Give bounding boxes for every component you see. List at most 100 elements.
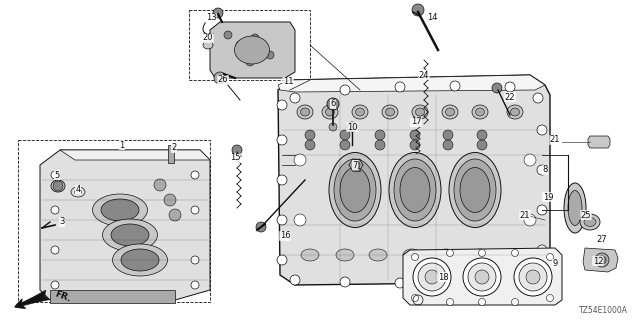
Circle shape: [547, 294, 554, 301]
Ellipse shape: [51, 180, 65, 192]
Text: 3: 3: [60, 218, 65, 227]
Text: FR.: FR.: [53, 289, 72, 303]
Text: 1: 1: [120, 140, 125, 149]
Circle shape: [443, 140, 453, 150]
Ellipse shape: [385, 108, 394, 116]
Text: 20: 20: [203, 34, 213, 43]
Text: 26: 26: [218, 76, 228, 84]
Circle shape: [51, 246, 59, 254]
Polygon shape: [60, 150, 210, 160]
Ellipse shape: [203, 41, 213, 49]
Circle shape: [213, 8, 223, 18]
Circle shape: [412, 294, 419, 301]
Circle shape: [410, 140, 420, 150]
Circle shape: [236, 41, 244, 49]
Ellipse shape: [301, 108, 310, 116]
Ellipse shape: [412, 105, 428, 119]
Circle shape: [533, 93, 543, 103]
Polygon shape: [403, 248, 562, 305]
Circle shape: [51, 281, 59, 289]
Circle shape: [53, 181, 63, 191]
Ellipse shape: [468, 263, 496, 291]
Circle shape: [447, 299, 454, 306]
Ellipse shape: [526, 270, 540, 284]
Circle shape: [477, 130, 487, 140]
Polygon shape: [583, 248, 618, 272]
Text: 7: 7: [352, 161, 358, 170]
Text: 25: 25: [580, 211, 591, 220]
Circle shape: [450, 277, 460, 287]
Circle shape: [191, 256, 199, 264]
Ellipse shape: [336, 249, 354, 261]
Ellipse shape: [301, 249, 319, 261]
Text: TZ54E1000A: TZ54E1000A: [579, 306, 628, 315]
Circle shape: [340, 277, 350, 287]
Text: 18: 18: [438, 273, 448, 282]
Circle shape: [447, 250, 454, 257]
Circle shape: [290, 93, 300, 103]
Polygon shape: [278, 75, 550, 285]
Polygon shape: [588, 136, 610, 148]
Ellipse shape: [475, 270, 489, 284]
Ellipse shape: [476, 108, 484, 116]
Ellipse shape: [584, 218, 596, 227]
Circle shape: [537, 205, 547, 215]
Text: 15: 15: [230, 154, 240, 163]
Circle shape: [266, 51, 274, 59]
Circle shape: [524, 214, 536, 226]
Circle shape: [277, 255, 287, 265]
Circle shape: [547, 253, 554, 260]
Circle shape: [511, 299, 518, 306]
Circle shape: [256, 222, 266, 232]
Circle shape: [524, 154, 536, 166]
Ellipse shape: [113, 244, 168, 276]
Ellipse shape: [454, 159, 496, 221]
Circle shape: [169, 209, 181, 221]
Bar: [189, 10, 310, 80]
Circle shape: [191, 281, 199, 289]
Ellipse shape: [234, 36, 269, 64]
Circle shape: [340, 85, 350, 95]
Text: 24: 24: [419, 70, 429, 79]
Ellipse shape: [503, 249, 521, 261]
Ellipse shape: [442, 105, 458, 119]
Circle shape: [479, 250, 486, 257]
Ellipse shape: [121, 249, 159, 271]
Text: 6: 6: [330, 100, 336, 108]
Circle shape: [477, 140, 487, 150]
Circle shape: [395, 82, 405, 92]
Circle shape: [277, 100, 287, 110]
Circle shape: [294, 154, 306, 166]
Ellipse shape: [93, 194, 147, 226]
Circle shape: [443, 130, 453, 140]
Text: 2: 2: [172, 143, 177, 153]
Circle shape: [340, 130, 350, 140]
Circle shape: [251, 34, 259, 42]
Ellipse shape: [460, 167, 490, 212]
Polygon shape: [40, 150, 210, 300]
Text: 8: 8: [542, 165, 548, 174]
Circle shape: [305, 130, 315, 140]
Circle shape: [412, 4, 424, 16]
Circle shape: [505, 275, 515, 285]
Circle shape: [329, 123, 337, 131]
Circle shape: [340, 140, 350, 150]
Ellipse shape: [415, 108, 424, 116]
Text: 9: 9: [552, 260, 557, 268]
Circle shape: [595, 253, 609, 267]
Circle shape: [191, 206, 199, 214]
Ellipse shape: [71, 187, 85, 197]
Text: 10: 10: [347, 123, 357, 132]
Ellipse shape: [507, 105, 523, 119]
Circle shape: [224, 31, 232, 39]
Polygon shape: [50, 290, 175, 303]
Circle shape: [492, 83, 502, 93]
Circle shape: [191, 171, 199, 179]
Ellipse shape: [369, 249, 387, 261]
Ellipse shape: [472, 105, 488, 119]
Ellipse shape: [580, 214, 600, 230]
Ellipse shape: [340, 167, 370, 212]
Bar: [18, 140, 210, 302]
Circle shape: [232, 145, 242, 155]
Ellipse shape: [400, 167, 430, 212]
